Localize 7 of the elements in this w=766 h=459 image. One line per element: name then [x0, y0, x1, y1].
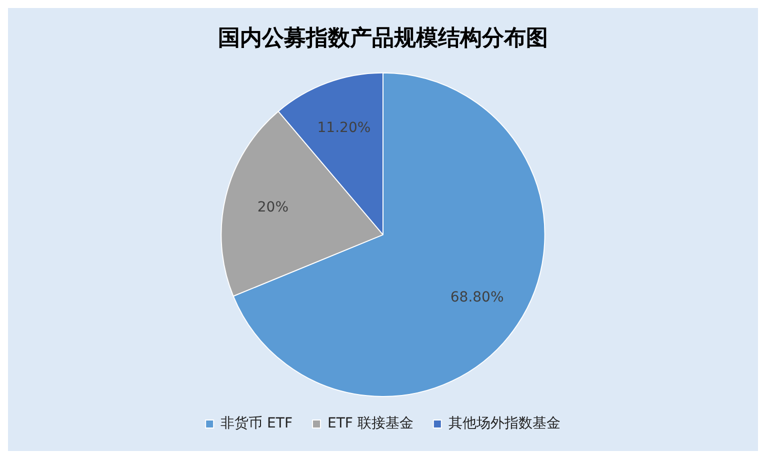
legend-label: ETF 联接基金	[328, 416, 414, 432]
chart-title: 国内公募指数产品规模结构分布图	[218, 24, 548, 51]
data-label: 20%	[257, 200, 289, 216]
legend-label: 其他场外指数基金	[448, 416, 560, 432]
data-label: 68.80%	[450, 289, 504, 306]
data-label: 11.20%	[317, 120, 371, 136]
legend-label: 非货币 ETF	[220, 416, 293, 432]
